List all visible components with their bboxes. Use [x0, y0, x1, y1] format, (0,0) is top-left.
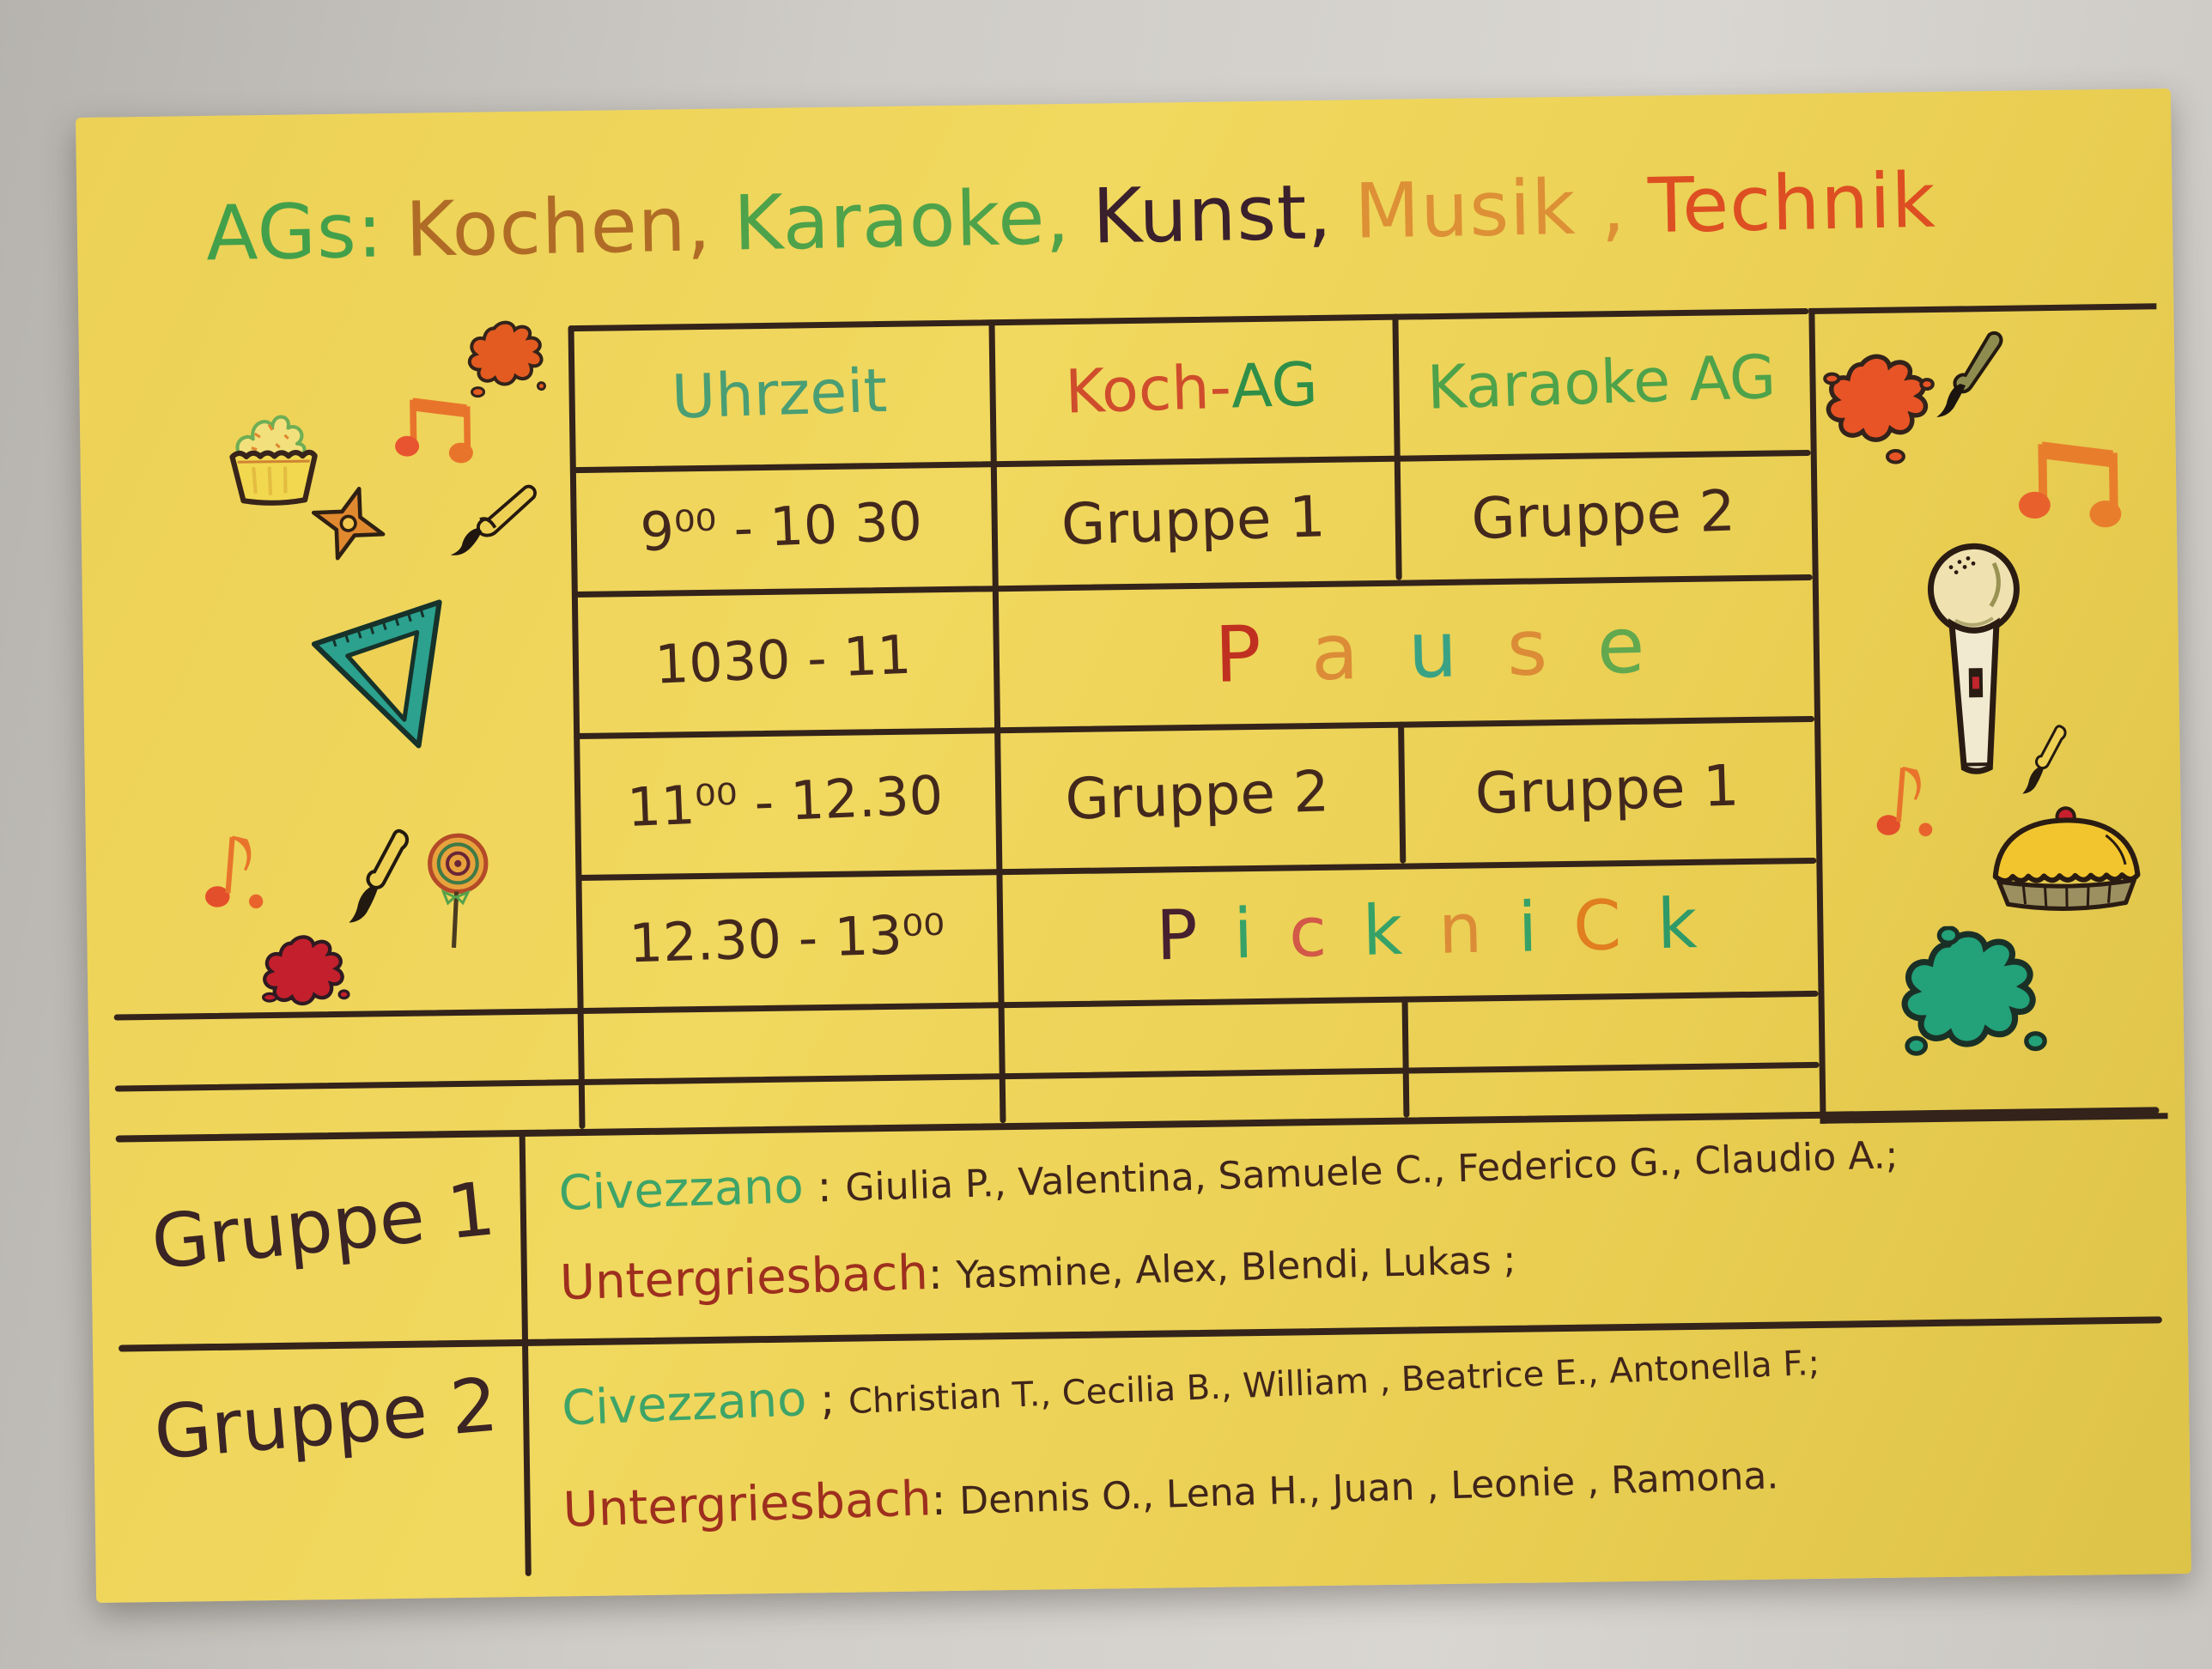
- paintbrush-icon: [450, 484, 537, 555]
- koch-cell: Gruppe 2: [1064, 758, 1331, 833]
- time-cell: 11⁰⁰ - 12.30: [625, 763, 945, 840]
- group1-civezzano-line: Civezzano : Giulia P., Valentina, Samuel…: [558, 1124, 1899, 1222]
- group-label: Gruppe 2: [150, 1362, 501, 1477]
- text-segment: Kochen,: [404, 179, 713, 274]
- pie-icon: [1992, 806, 2141, 911]
- music-note-icon: [205, 835, 264, 909]
- names-list: Yasmine, Alex, Blendi, Lukas ;: [955, 1238, 1516, 1298]
- location-label: Untergriesbach: [562, 1471, 933, 1539]
- text-segment: Technik: [1647, 155, 1937, 251]
- text-segment: c: [1287, 890, 1364, 973]
- time-cell: 12.30 - 13⁰⁰: [628, 901, 946, 975]
- group1-untergriesbach-line: Untergriesbach: Yasmine, Alex, Blendi, L…: [559, 1229, 1516, 1311]
- text-segment: i: [1516, 886, 1575, 968]
- text-segment: i: [1232, 892, 1291, 974]
- time-cell: 1030 - 11: [653, 622, 913, 696]
- names-list: Christian T., Cecilia B., William , Beat…: [848, 1343, 1820, 1423]
- text-segment: AGs:: [204, 185, 385, 278]
- set-square-icon: [311, 599, 442, 749]
- koch-cell: Gruppe 1: [1060, 483, 1327, 558]
- text-segment: a: [1310, 605, 1410, 699]
- text-segment: s: [1505, 601, 1599, 695]
- text-segment: AG: [1230, 348, 1319, 422]
- separator: :: [927, 1248, 957, 1300]
- location-label: Civezzano: [561, 1371, 808, 1437]
- separator: :: [802, 1161, 847, 1213]
- location-label: Civezzano: [557, 1158, 805, 1222]
- karaoke-cell: Gruppe 1: [1474, 752, 1741, 828]
- text-segment: Koch-: [1064, 351, 1233, 428]
- music-note-icon: [1876, 766, 1933, 837]
- paint-splat-icon: [1823, 354, 1935, 464]
- separator: ;: [805, 1374, 850, 1426]
- paint-splat-icon: [467, 320, 546, 398]
- column-header-karaoke-ag: Karaoke AG: [1425, 341, 1778, 423]
- text-segment: k: [1361, 889, 1440, 971]
- microphone-icon: [1927, 543, 2020, 774]
- cupcake-icon: [229, 415, 318, 506]
- ink-pen-icon: [349, 828, 410, 923]
- poster: AGs: Kochen, Karaoke, Kunst, Musik , Technik …: [76, 88, 2191, 1603]
- location-label: Untergriesbach: [559, 1245, 929, 1312]
- paint-splat-icon: [261, 935, 350, 1006]
- karaoke-cell: Gruppe 2: [1470, 477, 1737, 553]
- lollipop-icon: [428, 833, 489, 948]
- text-segment: P: [1155, 894, 1235, 976]
- text-segment: k: [1656, 883, 1735, 965]
- text-segment: Kunst,: [1091, 167, 1334, 261]
- text-segment: Karaoke,: [732, 173, 1072, 268]
- text-segment: Musik ,: [1353, 161, 1627, 256]
- column-header-uhrzeit: Uhrzeit: [670, 355, 889, 433]
- column-header-koch-ag: Koch- AG: [992, 311, 1391, 464]
- text-segment: P: [1213, 608, 1312, 701]
- poster-title: AGs: Kochen, Karaoke, Kunst, Musik , Technik: [204, 155, 1960, 278]
- group-label: Gruppe 1: [148, 1166, 499, 1287]
- shuriken-icon: [311, 487, 386, 561]
- music-note-icon: [395, 398, 473, 464]
- text-segment: C: [1572, 884, 1659, 967]
- paint-splat-icon: [1901, 925, 2047, 1056]
- paintbrush-icon: [1936, 331, 2003, 417]
- names-list: Giulia P., Valentina, Samuele C., Federi…: [844, 1133, 1899, 1211]
- grid-line: [519, 1129, 532, 1576]
- text-segment: n: [1437, 887, 1519, 969]
- text-segment: u: [1407, 604, 1509, 696]
- text-segment: e: [1595, 599, 1696, 692]
- grid-line: [114, 1061, 1820, 1092]
- time-cell: 9⁰⁰ - 10 30: [639, 489, 924, 564]
- grid-line: [1401, 996, 1410, 1118]
- grid-line: [118, 1316, 2162, 1352]
- names-list: Dennis O., Lena H., Juan , Leonie , Ramo…: [958, 1454, 1780, 1524]
- group2-untergriesbach-line: Untergriesbach: Dennis O., Lena H., Juan…: [562, 1444, 1779, 1538]
- group2-civezzano-line: Civezzano ; Christian T., Cecilia B., Wi…: [561, 1331, 1820, 1437]
- separator: :: [930, 1474, 961, 1526]
- music-note-icon: [2018, 441, 2122, 528]
- ink-pen-icon: [2022, 725, 2067, 794]
